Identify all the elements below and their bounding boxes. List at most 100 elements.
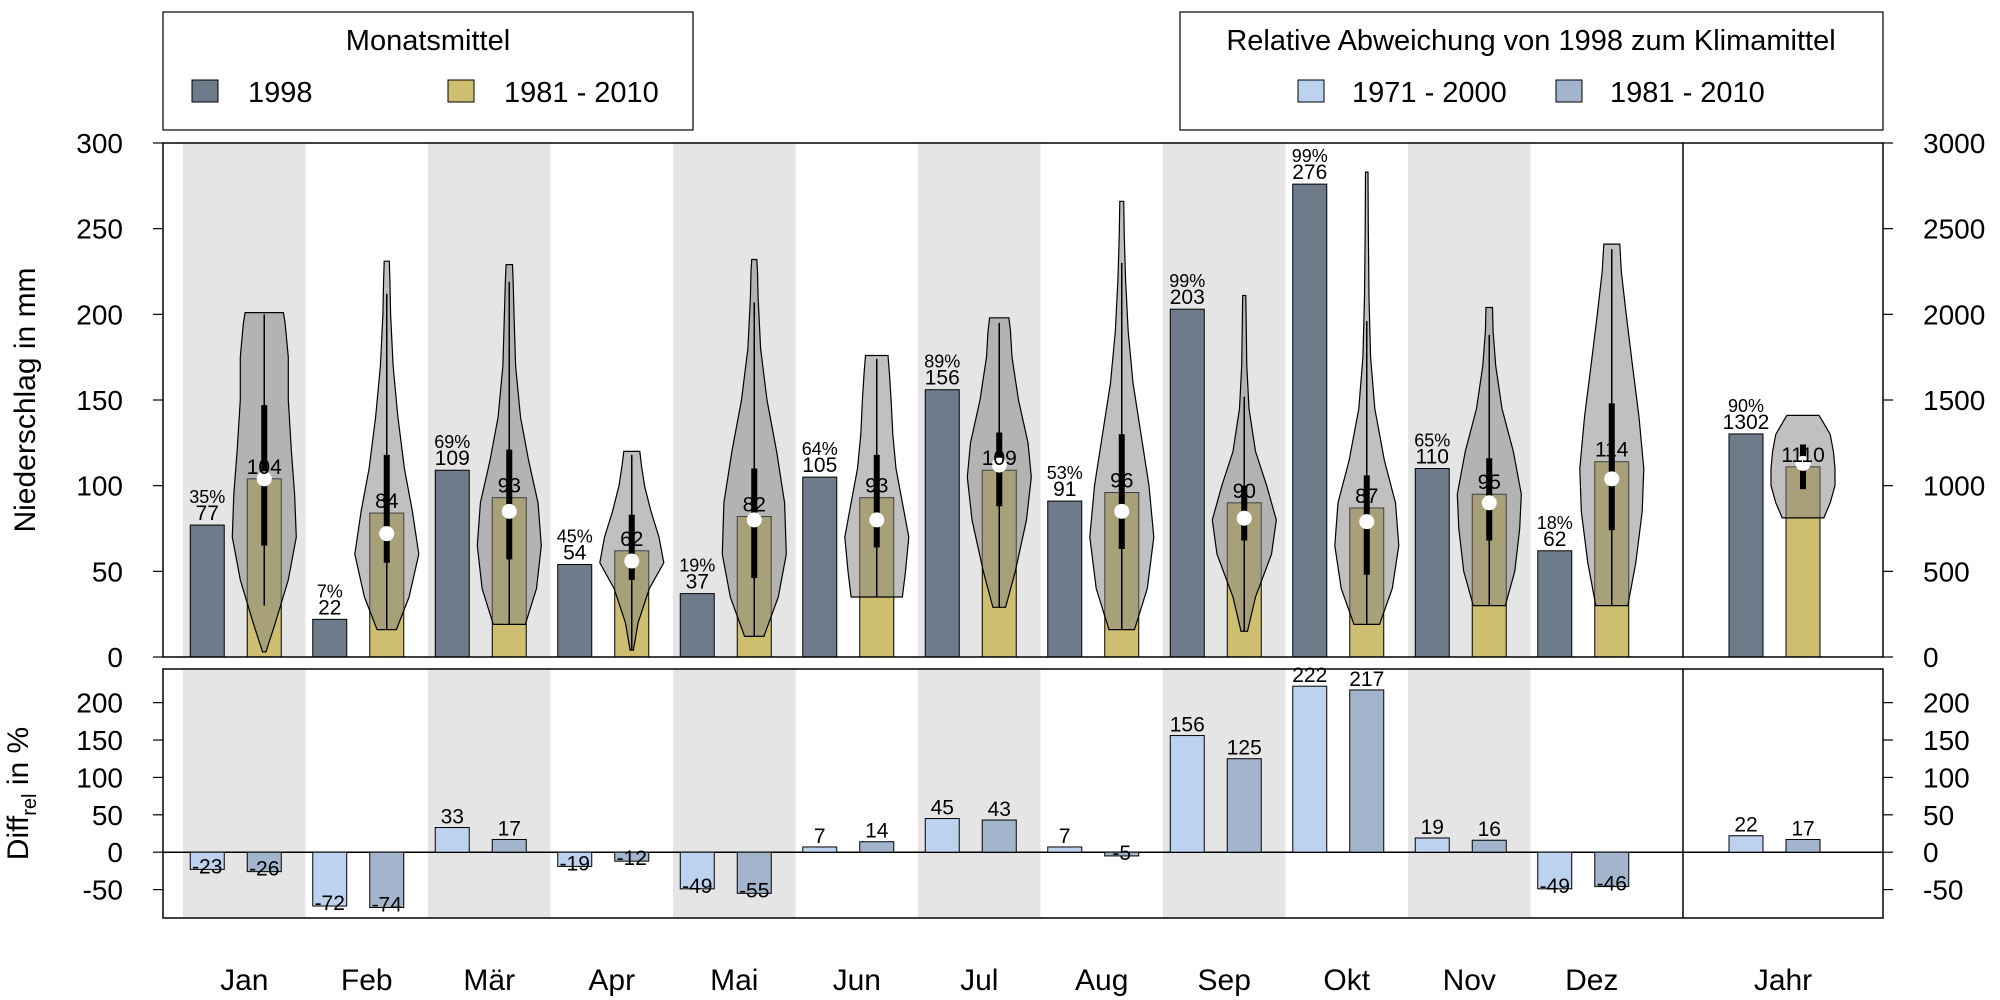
diff-label-1971-2000: -19 (560, 852, 590, 875)
diff-label-1981-2010: -74 (372, 894, 403, 917)
diff-bar-1981-2010 (736, 851, 772, 894)
diff-bar-1971-2000 (1169, 735, 1205, 853)
diff-label-1971-2000: 156 (1170, 714, 1205, 737)
diff-bar-1981-2010 (1471, 839, 1507, 853)
diff-bar-1981-2010 (859, 841, 895, 853)
legend-swatch-klimamittel (447, 79, 475, 103)
percentile-label: 45% (557, 526, 593, 546)
y2-tick-label: 1000 (1923, 471, 1985, 502)
bar-1998 (1537, 550, 1573, 658)
percentile-label: 35% (189, 487, 225, 507)
violin-median (624, 553, 640, 569)
violin-median (991, 457, 1007, 473)
value-label-1998: 1302 (1723, 411, 1770, 434)
diff-bar-1971-2000 (1292, 685, 1328, 853)
diff-label-1981-2010: 17 (1791, 817, 1814, 840)
diff-bar-1971-2000 (924, 818, 960, 853)
diff-bar-1981-2010 (1349, 689, 1385, 853)
category-label: Jul (960, 964, 998, 997)
diff-label-1981-2010: -26 (249, 858, 279, 881)
y2-tick-label: 0 (1923, 642, 1939, 673)
percentile-label: 18% (1537, 513, 1573, 533)
diff-label-1971-2000: -49 (1540, 875, 1570, 898)
violin-median (869, 512, 885, 528)
value-label-1998: 77 (196, 502, 219, 525)
diff-bar-1981-2010 (1785, 838, 1821, 853)
value-label-1998: 22 (318, 596, 341, 619)
diff-label-1981-2010: -12 (617, 847, 647, 870)
diff-bar-1971-2000 (1728, 835, 1764, 853)
violin-median (379, 526, 395, 542)
legend-box (1179, 11, 1884, 131)
value-label-klimamittel: 109 (982, 447, 1017, 470)
legend-title: Monatsmittel (346, 25, 510, 57)
diff-label-1981-2010: 14 (865, 820, 889, 843)
diff-bar-1981-2010 (369, 851, 405, 909)
diff-axis-title: Diffrel in % (2, 727, 41, 860)
bar-1998 (679, 593, 715, 658)
category-label: Sep (1198, 964, 1251, 997)
diff-bar-1971-2000 (557, 851, 593, 867)
diff-bar-1971-2000 (1537, 851, 1573, 890)
diff-label-1981-2010: 125 (1227, 737, 1262, 760)
y-tick-label: 0 (107, 642, 123, 673)
y2-tick-label: 2500 (1923, 214, 1985, 245)
diff-bar-1981-2010 (981, 819, 1017, 853)
diff-bar-1981-2010 (1104, 851, 1140, 857)
value-label-klimamittel: 96 (1110, 470, 1133, 493)
diff-axis-title-unit: in % (2, 727, 35, 794)
bar-1998 (1728, 433, 1764, 658)
bottom-frame (162, 668, 1884, 919)
month-shade (428, 669, 551, 918)
legend-label-1981-2010: 1981 - 2010 (1610, 77, 1765, 109)
diff-label-1971-2000: 19 (1421, 816, 1444, 839)
category-label: Jahr (1754, 964, 1812, 997)
bar-1998 (1047, 500, 1083, 658)
month-shade (1408, 669, 1531, 918)
y-axis-title: Niederschlag in mm (9, 267, 42, 532)
diff-label-1971-2000: 33 (441, 806, 464, 829)
diff-bar-1971-2000 (679, 851, 715, 890)
diff-label-1971-2000: 222 (1292, 664, 1327, 687)
y-tick-label: 50 (92, 800, 123, 831)
value-label-klimamittel: 93 (498, 475, 521, 498)
y-tick-label: 100 (76, 471, 123, 502)
category-label: Jan (220, 964, 268, 997)
y2-tick-label: 2000 (1923, 299, 1985, 330)
diff-bar-1971-2000 (802, 846, 838, 853)
diff-label-1971-2000: 45 (931, 797, 954, 820)
legend-relative-abweichung: Relative Abweichung von 1998 zum Klimami… (1179, 11, 1884, 131)
y2-tick-label: 1500 (1923, 385, 1985, 416)
percentile-label: 64% (802, 439, 838, 459)
diff-bar-1981-2010 (246, 851, 282, 873)
value-label-klimamittel: 82 (743, 494, 766, 517)
y2-tick-label: 200 (1923, 688, 1970, 719)
y-tick-label: 200 (76, 688, 123, 719)
value-label-klimamittel: 104 (247, 456, 282, 479)
diff-label-1981-2010: 217 (1349, 668, 1384, 691)
diff-bar-1981-2010 (614, 851, 650, 862)
y2-tick-label: 150 (1923, 725, 1970, 756)
value-label-1998: 203 (1170, 286, 1205, 309)
y2-tick-label: -50 (1923, 875, 1963, 906)
value-label-klimamittel: 93 (865, 475, 888, 498)
legend-label-klimamittel: 1981 - 2010 (504, 77, 659, 109)
legend-swatch-1971-2000 (1297, 79, 1325, 103)
bar-1998 (1414, 468, 1450, 658)
bar-1998 (802, 476, 838, 658)
diff-label-1981-2010: -55 (739, 879, 769, 902)
value-label-1998: 37 (686, 571, 709, 594)
month-shade (183, 669, 306, 918)
legend-swatch-1981-2010 (1555, 79, 1583, 103)
violin-median (1604, 471, 1620, 487)
category-label: Mai (710, 964, 758, 997)
value-label-1998: 110 (1416, 446, 1449, 469)
value-label-1998: 105 (802, 454, 837, 477)
month-shade (918, 669, 1041, 918)
violin-median (1359, 514, 1375, 530)
category-label: Aug (1075, 964, 1128, 997)
diff-bar-1971-2000 (1047, 846, 1083, 853)
diff-bar-1981-2010 (1594, 851, 1630, 888)
diff-label-1971-2000: 22 (1734, 814, 1757, 837)
diff-bar-1971-2000 (189, 851, 225, 870)
